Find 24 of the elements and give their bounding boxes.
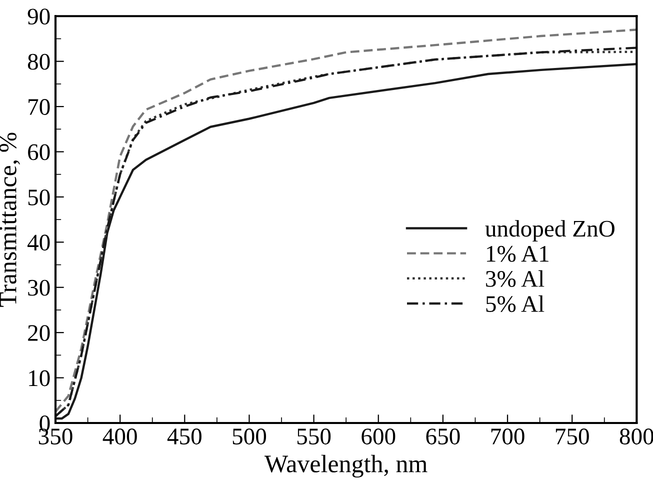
- legend-label: 3% Al: [486, 270, 544, 287]
- x-tick-label: 650: [426, 428, 460, 444]
- y-tick-label: 80: [28, 54, 50, 70]
- legend-label: undoped ZnO: [485, 220, 614, 242]
- y-tick-label: 90: [28, 8, 50, 25]
- legend-label: 1% A1: [487, 246, 548, 262]
- y-tick-label: 20: [28, 325, 50, 341]
- x-tick-label: 400: [102, 428, 137, 444]
- x-tick-label: 450: [167, 428, 202, 444]
- y-tick-label: 30: [28, 280, 50, 296]
- x-axis-title: Wavelength, nm: [264, 454, 428, 478]
- x-tick-label: 500: [232, 428, 266, 444]
- y-tick-label: 60: [28, 144, 50, 160]
- x-tick-label: 550: [297, 428, 331, 444]
- y-tick-label: 40: [27, 234, 50, 251]
- legend-label: 5% Al: [486, 295, 544, 312]
- x-tick-label: 700: [491, 428, 524, 444]
- x-tick-label: 750: [556, 428, 589, 444]
- y-tick-label: 70: [28, 99, 50, 115]
- y-axis-title: Transmittance, %: [0, 132, 20, 307]
- y-tick-label: 10: [29, 370, 50, 386]
- y-tick-label: 50: [28, 189, 50, 206]
- x-tick-label: 600: [362, 428, 396, 444]
- x-tick-label: 800: [620, 428, 653, 444]
